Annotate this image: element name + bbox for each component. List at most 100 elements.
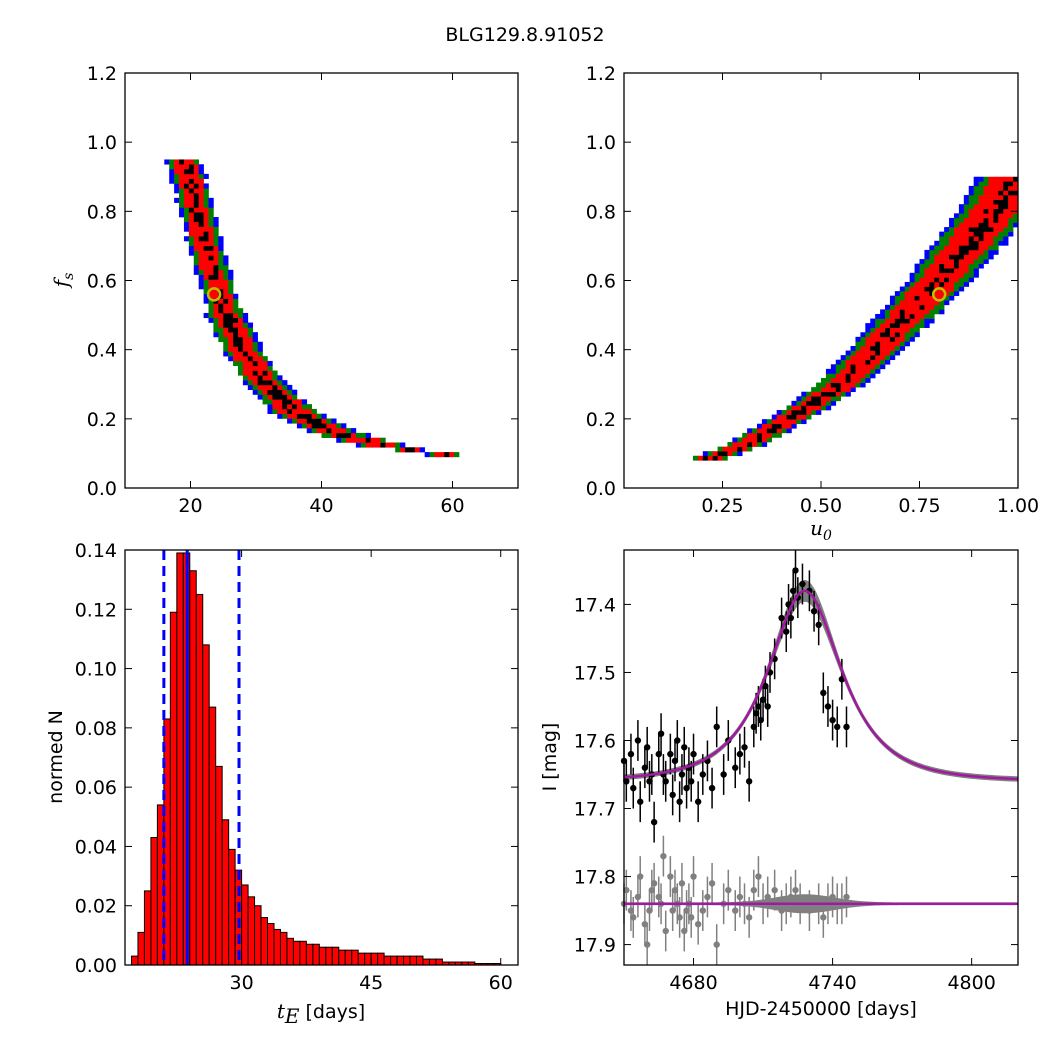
density-cell (242, 317, 249, 323)
density-cell (228, 293, 234, 299)
histogram-bar (305, 943, 314, 966)
density-cell (247, 356, 254, 362)
density-cell (909, 295, 915, 301)
density-cell (840, 378, 846, 383)
density-cell (855, 368, 861, 374)
density-cell (326, 418, 332, 424)
panel-te-histogram: 30 45 60 0.00 0.02 0.04 0.06 0.08 0.10 0.12 0.14 t… (45, 540, 519, 1028)
density-cell (188, 193, 195, 199)
density-cell (267, 360, 273, 367)
density-cell (929, 309, 935, 315)
density-cell (198, 236, 204, 242)
density-cell (993, 204, 999, 210)
density-cell (282, 384, 288, 391)
density-cell (934, 304, 940, 310)
density-cell (885, 341, 891, 347)
density-cell (934, 245, 940, 251)
density-cell (870, 368, 876, 374)
density-cell (953, 236, 960, 242)
density-cell (889, 350, 896, 356)
density-cell (889, 304, 896, 310)
density-cell (296, 408, 303, 415)
residual-point (750, 886, 757, 894)
density-cell (929, 291, 935, 296)
density-cell (865, 378, 871, 383)
density-cell (223, 317, 229, 323)
density-cell (830, 378, 837, 383)
density-cell (855, 382, 861, 388)
density-cell (988, 199, 994, 205)
density-cell (983, 190, 989, 196)
density-cell (978, 185, 984, 191)
density-cell (761, 442, 768, 447)
residual-point (829, 893, 836, 901)
density-cell (203, 279, 209, 285)
density-cell (208, 250, 214, 256)
density-cell (978, 263, 984, 269)
density-cell (875, 327, 881, 333)
density-cell (865, 350, 871, 356)
density-cell (208, 312, 214, 319)
y-tick-label: 0.10 (75, 659, 117, 681)
density-cell (242, 346, 249, 352)
density-cell (1003, 240, 1009, 246)
density-cell (267, 365, 273, 371)
histogram-bar (422, 958, 430, 966)
density-cell (909, 323, 915, 328)
density-cell (776, 428, 782, 434)
density-cell (978, 204, 984, 210)
density-cell (198, 284, 204, 290)
density-cell (761, 437, 768, 443)
density-cell (880, 345, 886, 351)
density-cell (756, 442, 763, 447)
density-cell (1008, 227, 1014, 232)
density-cell (850, 373, 856, 379)
density-cell (929, 263, 935, 269)
density-cell (885, 304, 891, 310)
density-cell (771, 432, 777, 438)
density-cell (875, 332, 881, 338)
density-cell (707, 455, 713, 461)
density-cell (894, 341, 901, 347)
density-cell (203, 212, 209, 218)
density-cell (321, 428, 327, 434)
y-tick-label: 0.12 (75, 599, 117, 621)
density-cell (237, 317, 244, 323)
density-cell (889, 341, 896, 347)
density-cell (1003, 199, 1009, 205)
density-cell (806, 414, 812, 420)
density-cell (1008, 195, 1014, 200)
density-cell (949, 263, 955, 269)
density-cell (237, 346, 244, 352)
density-cell (840, 373, 846, 379)
density-cell (998, 185, 1004, 191)
density-cell (188, 173, 195, 179)
density-cell (203, 288, 209, 295)
density-cell (919, 295, 925, 301)
density-cell (983, 176, 989, 182)
density-cell (988, 204, 994, 210)
density-cell (978, 213, 984, 219)
density-cell (747, 442, 753, 447)
density-cell (717, 446, 723, 452)
density-cell (257, 389, 263, 395)
p2-xlabel: u0 (810, 516, 832, 544)
density-cell (924, 259, 930, 264)
density-cell (237, 341, 244, 347)
density-cell (924, 295, 930, 301)
density-cell (894, 304, 901, 310)
density-cell (973, 263, 979, 269)
density-cell (1008, 231, 1014, 237)
density-cell (1003, 204, 1009, 210)
density-cell (311, 418, 317, 424)
density-cell (1003, 208, 1009, 214)
p4-xlabel: HJD-2450000 [days] (725, 998, 917, 1020)
density-cell (1003, 217, 1009, 223)
density-cell (252, 346, 258, 352)
density-cell (761, 423, 768, 429)
density-cell (262, 370, 268, 376)
density-cell (855, 373, 861, 379)
density-cell (193, 159, 199, 165)
density-cell (978, 190, 984, 196)
density-cell (233, 327, 239, 333)
